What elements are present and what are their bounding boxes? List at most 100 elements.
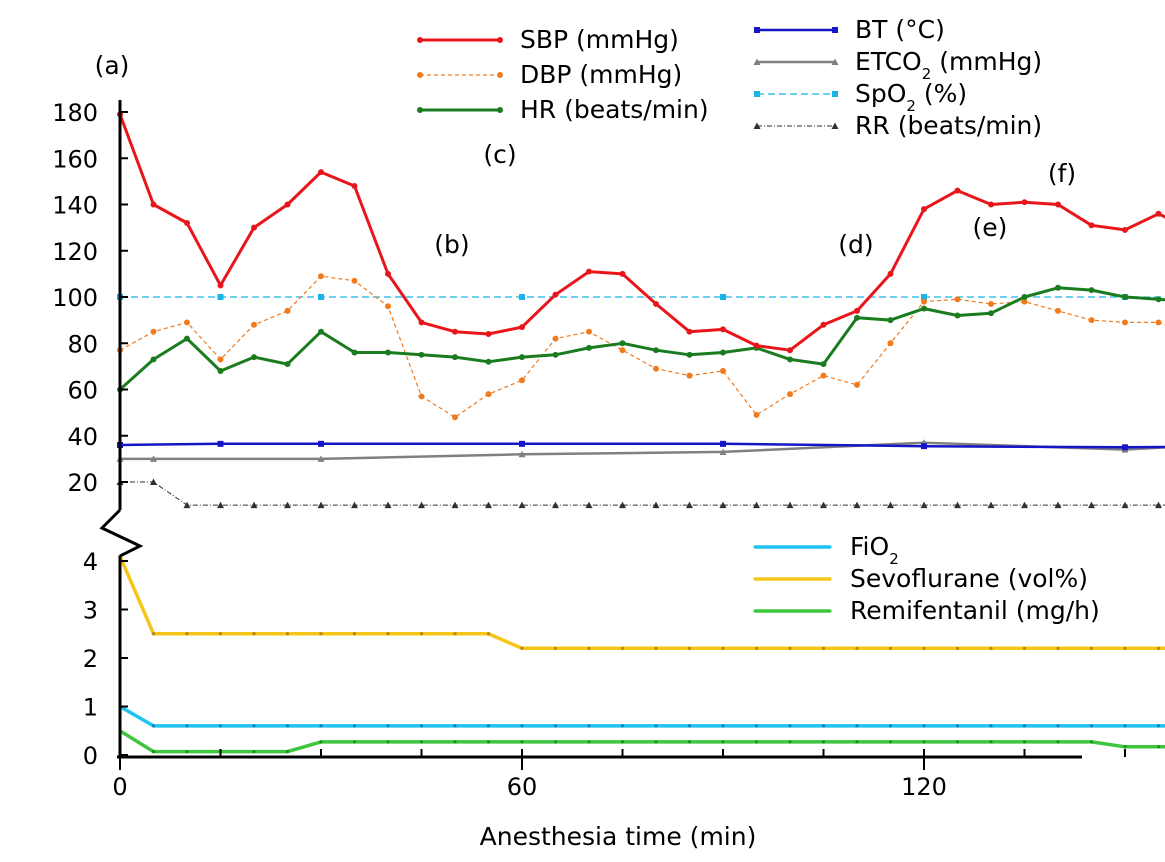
point-fio2 — [386, 724, 390, 728]
point-fio2 — [955, 724, 960, 728]
legend-marker-sevo — [753, 577, 757, 581]
series-spo2 — [117, 294, 1165, 300]
point-hr — [1088, 287, 1095, 294]
point-sevo — [352, 632, 357, 636]
point-remi — [989, 740, 993, 744]
point-hr — [485, 358, 492, 365]
point-rr — [217, 501, 224, 509]
point-remi — [386, 740, 390, 744]
lower-y-tick-label: 2 — [83, 645, 98, 673]
lower-y-tick-label: 4 — [83, 548, 98, 576]
axis-break — [99, 508, 144, 558]
point-dbp — [954, 296, 961, 303]
legend-marker-remi — [828, 609, 832, 613]
point-sevo — [1022, 646, 1027, 650]
point-fio2 — [1022, 724, 1027, 728]
point-fio2 — [1156, 724, 1161, 728]
lower-y-tick-label: 1 — [83, 694, 98, 722]
point-fio2 — [721, 724, 725, 728]
upper-y-tick-label: 160 — [52, 145, 98, 173]
point-rr — [686, 501, 693, 509]
point-rr — [887, 501, 894, 509]
legend-item-bt: BT (°C) — [754, 15, 945, 44]
point-fio2 — [285, 724, 290, 728]
point-sevo — [1056, 646, 1060, 650]
upper-y-tick-label: 120 — [52, 238, 98, 266]
point-sevo — [821, 646, 826, 650]
x-tick-label: 120 — [901, 773, 947, 801]
point-sevo — [620, 646, 625, 650]
point-sbp — [150, 201, 157, 208]
point-hr — [552, 351, 559, 358]
point-rr — [753, 501, 760, 509]
point-sevo — [151, 632, 156, 636]
legend-marker-bt — [832, 27, 838, 33]
point-dbp — [150, 328, 157, 335]
legend-label-etco2: ETCO2 (mmHg) — [855, 47, 1042, 83]
point-hr — [820, 361, 827, 368]
point-dbp — [720, 368, 726, 374]
point-hr — [1155, 296, 1162, 303]
series-fio2 — [118, 704, 1165, 728]
upper-y-tick-label: 20 — [67, 469, 98, 497]
point-dbp — [385, 303, 391, 310]
annotations: (a) (b) (c) (d) (e) (f) — [95, 51, 1077, 259]
point-sbp — [586, 268, 592, 275]
point-rr — [552, 501, 559, 509]
point-spo2 — [318, 294, 324, 300]
point-sevo — [687, 646, 692, 650]
point-dbp — [820, 372, 827, 379]
point-remi — [922, 740, 926, 744]
point-dbp — [552, 335, 559, 342]
point-sbp — [452, 328, 458, 335]
point-sevo — [1089, 646, 1094, 650]
point-fio2 — [252, 724, 256, 728]
line-sevo — [118, 555, 1165, 651]
point-sbp — [1021, 199, 1028, 206]
legend-marker-bt — [754, 27, 760, 33]
legend-label-sbp: SBP (mmHg) — [520, 25, 679, 54]
point-sbp — [887, 270, 894, 277]
point-sbp — [351, 183, 358, 189]
point-sbp — [251, 224, 257, 231]
point-remi — [687, 740, 692, 744]
axes: 1801601401201008060402043210060120180240… — [52, 99, 1126, 801]
line-etco2 — [120, 441, 1165, 461]
point-rr — [150, 478, 157, 485]
legend-marker-sevo — [828, 577, 832, 581]
lower-y-tick-label: 0 — [83, 742, 98, 770]
point-rr — [652, 501, 660, 509]
point-dbp — [485, 391, 492, 398]
point-rr — [954, 501, 961, 509]
point-hr — [1055, 284, 1061, 291]
point-hr — [887, 317, 894, 324]
legend-item-hr: HR (beats/min) — [417, 95, 709, 124]
point-bt — [1122, 444, 1128, 451]
point-bt — [921, 443, 927, 450]
point-fio2 — [788, 724, 792, 728]
point-dbp — [418, 393, 425, 400]
point-spo2 — [720, 294, 726, 300]
point-hr — [184, 335, 190, 342]
legend-marker-hr — [497, 107, 503, 113]
point-sevo — [520, 646, 524, 650]
point-sbp — [653, 300, 659, 307]
point-sevo — [553, 646, 558, 650]
legend-label-fio2: FiO2 — [850, 532, 899, 568]
point-remi — [654, 740, 658, 744]
point-remi — [855, 740, 859, 744]
legend-marker-fio2 — [753, 545, 757, 549]
legend-item-rr: RR (beats/min) — [753, 111, 1042, 140]
point-remi — [754, 740, 759, 744]
point-hr — [1122, 294, 1128, 300]
point-spo2 — [217, 294, 224, 300]
point-rr — [183, 501, 191, 509]
point-hr — [921, 305, 927, 312]
point-dbp — [1088, 317, 1095, 324]
legend-label-dbp: DBP (mmHg) — [520, 60, 682, 89]
point-sbp — [686, 328, 693, 335]
legend-marker-dbp — [417, 72, 423, 78]
legend-item-etco2: ETCO2 (mmHg) — [753, 47, 1042, 83]
point-fio2 — [1056, 724, 1060, 728]
x-axis-label: Anesthesia time (min) — [480, 822, 757, 851]
